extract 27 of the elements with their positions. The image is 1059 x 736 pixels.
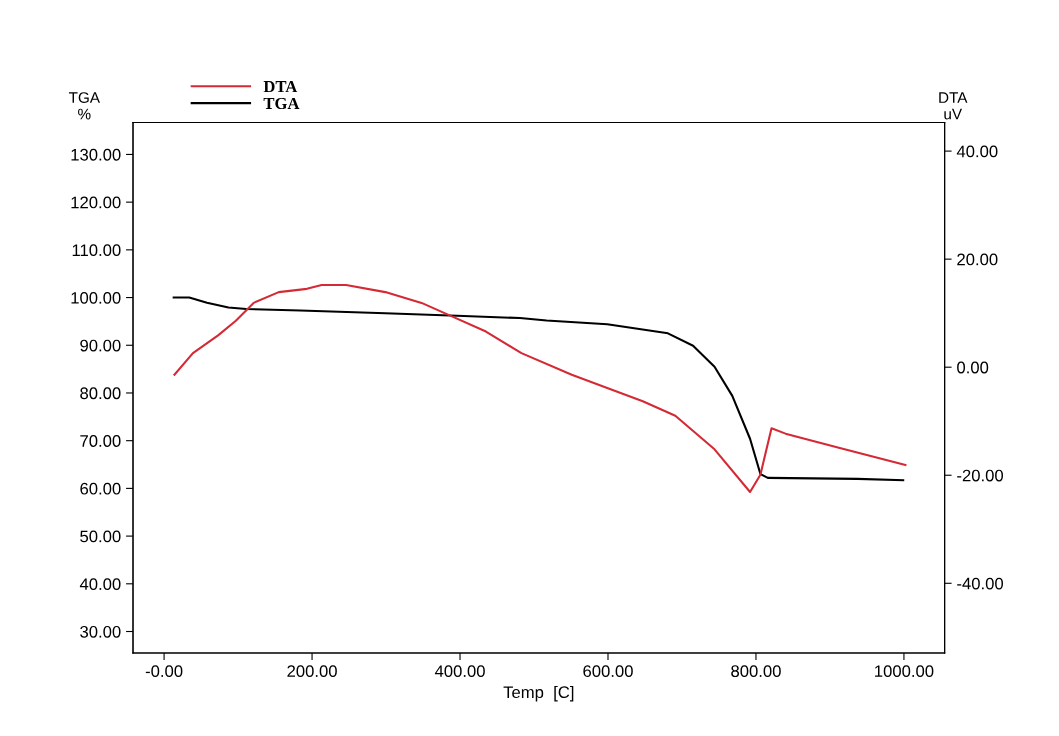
y-axis-title: TGA %	[68, 92, 100, 120]
y-tick-label: 120.00	[71, 196, 121, 209]
y-tick-label: 110.00	[72, 244, 121, 257]
x-axis-title: Temp [C]	[503, 685, 574, 702]
legend-label: DTA	[263, 81, 298, 93]
y-tick-label: 60.00	[80, 482, 121, 495]
x-tick-label: -0.00	[145, 665, 183, 678]
x-tick-label: 200.00	[287, 665, 337, 678]
y2-tick-label: -20.00	[957, 469, 1004, 482]
y2-axis-title: DTA uV	[939, 92, 968, 120]
y2-tick-label: 0.00	[957, 361, 989, 374]
y2-tick-label: 40.00	[956, 145, 998, 158]
y-tick-label: 80.00	[80, 387, 121, 400]
legend-label: TGA	[263, 97, 300, 110]
x-tick-label: 600.00	[583, 665, 633, 678]
y-tick-label: 40.00	[79, 578, 121, 591]
y-tick-label: 70.00	[80, 435, 121, 447]
y-tick-label: 50.00	[80, 530, 121, 543]
x-tick-label: 800.00	[731, 665, 781, 678]
y-tick-label: 90.00	[80, 339, 121, 352]
y-tick-label: 100.00	[71, 291, 121, 304]
x-tick-label: 400.00	[434, 665, 485, 678]
x-tick-label: 1000.00	[875, 665, 934, 678]
y-tick-label: 130.00	[71, 148, 121, 161]
y2-tick-label: 20.00	[957, 253, 998, 266]
y-tick-label: 30.00	[80, 625, 121, 638]
y2-tick-label: -40.00	[957, 577, 1004, 590]
